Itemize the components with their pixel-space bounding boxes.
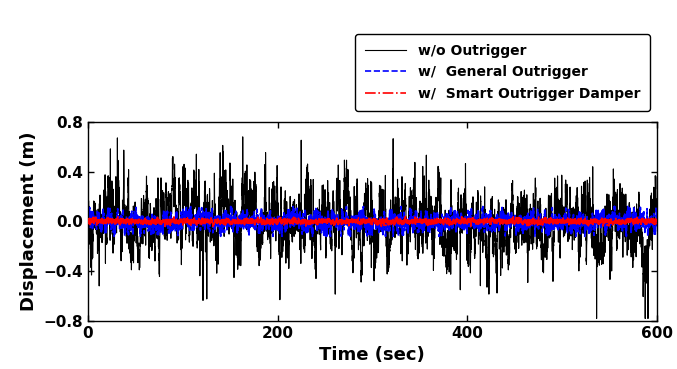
w/  General Outrigger xyxy=(339,210,347,215)
w/o Outrigger xyxy=(299,211,307,215)
w/  Smart Outrigger Damper xyxy=(161,224,169,228)
w/  General Outrigger xyxy=(84,219,92,223)
w/o Outrigger xyxy=(219,149,227,154)
w/  General Outrigger xyxy=(110,234,118,238)
w/o Outrigger xyxy=(216,196,224,201)
w/  General Outrigger xyxy=(649,223,657,227)
w/o Outrigger xyxy=(592,316,600,321)
w/  General Outrigger xyxy=(299,222,307,226)
w/  Smart Outrigger Damper xyxy=(216,221,224,225)
Line: w/o Outrigger: w/o Outrigger xyxy=(88,137,657,318)
Y-axis label: Displacement (m): Displacement (m) xyxy=(20,132,38,311)
w/o Outrigger xyxy=(339,214,347,218)
w/  Smart Outrigger Damper xyxy=(222,217,230,221)
w/  Smart Outrigger Damper xyxy=(219,219,227,223)
w/o Outrigger xyxy=(653,209,661,213)
w/o Outrigger xyxy=(222,199,230,204)
w/  General Outrigger xyxy=(653,218,661,222)
w/  Smart Outrigger Damper xyxy=(84,219,92,224)
w/  Smart Outrigger Damper xyxy=(649,217,657,222)
w/  General Outrigger xyxy=(216,214,224,218)
w/  Smart Outrigger Damper xyxy=(653,219,661,223)
w/  General Outrigger xyxy=(219,216,227,220)
Line: w/  Smart Outrigger Damper: w/ Smart Outrigger Damper xyxy=(88,217,657,226)
Line: w/  General Outrigger: w/ General Outrigger xyxy=(88,206,657,236)
w/o Outrigger xyxy=(239,135,247,139)
w/o Outrigger xyxy=(649,247,657,252)
w/  Smart Outrigger Damper xyxy=(339,221,347,226)
w/o Outrigger xyxy=(84,213,92,218)
w/  General Outrigger xyxy=(104,204,112,208)
X-axis label: Time (sec): Time (sec) xyxy=(320,346,425,365)
Legend: w/o Outrigger, w/  General Outrigger, w/  Smart Outrigger Damper: w/o Outrigger, w/ General Outrigger, w/ … xyxy=(355,34,650,111)
w/  General Outrigger xyxy=(222,214,230,218)
w/  Smart Outrigger Damper xyxy=(401,214,410,219)
w/  Smart Outrigger Damper xyxy=(299,220,307,224)
